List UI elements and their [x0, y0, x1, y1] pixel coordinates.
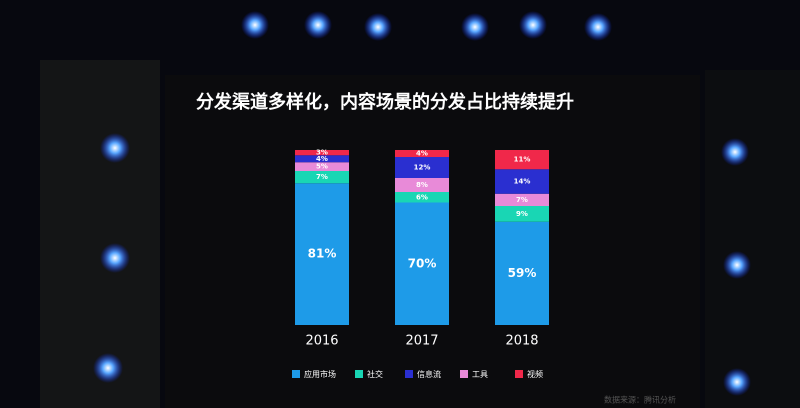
light: [100, 243, 130, 273]
value-label: 9%: [516, 210, 528, 218]
bar-segment: [295, 183, 349, 325]
value-label: 81%: [308, 247, 337, 261]
legend-label: 视频: [527, 369, 543, 379]
bar-segment: [395, 178, 449, 192]
light: [241, 11, 269, 39]
chart-title: 分发渠道多样化，内容场景的分发占比持续提升: [196, 91, 574, 113]
value-label: 6%: [416, 193, 428, 201]
bar-segment: [295, 150, 349, 156]
light: [304, 11, 332, 39]
value-label: 59%: [508, 266, 537, 280]
light: [93, 353, 123, 383]
bar-segment: [495, 206, 549, 222]
bar-segment: [495, 193, 549, 206]
wall-left: [40, 60, 160, 408]
light: [721, 138, 749, 166]
bar-segment: [395, 150, 449, 157]
legend-label: 信息流: [417, 369, 441, 379]
x-tick-label: 2016: [305, 334, 338, 349]
bar-segment: [495, 169, 549, 194]
light: [100, 133, 130, 163]
x-tick-label: 2018: [505, 334, 538, 349]
x-tick-label: 2017: [405, 334, 438, 349]
lights: [93, 11, 751, 396]
bar-segment: [495, 150, 549, 170]
value-label: 4%: [416, 150, 428, 158]
bar-segment: [395, 192, 449, 203]
light: [584, 13, 612, 41]
value-label: 4%: [316, 155, 328, 163]
light: [364, 13, 392, 41]
source: 数据来源：腾讯分析: [604, 395, 676, 405]
legend-label: 社交: [367, 369, 383, 379]
value-label: 7%: [316, 173, 328, 181]
legend-swatch: [292, 370, 300, 378]
legend-swatch: [355, 370, 363, 378]
light: [723, 368, 751, 396]
value-label: 7%: [516, 196, 528, 204]
bar-segment: [495, 221, 549, 325]
light: [461, 13, 489, 41]
legend-label: 工具: [472, 370, 488, 379]
bar-segment: [395, 202, 449, 325]
value-label: 3%: [316, 149, 328, 157]
light: [519, 11, 547, 39]
value-label: 14%: [514, 178, 531, 186]
bar-segment: [295, 162, 349, 171]
wall-right: [705, 70, 800, 408]
legend-swatch: [405, 370, 413, 378]
legend-swatch: [515, 370, 523, 378]
value-label: 12%: [414, 164, 431, 172]
legend-label: 应用市场: [304, 369, 336, 379]
bar-segment: [295, 171, 349, 184]
bar-segment: [295, 155, 349, 163]
value-label: 8%: [416, 181, 428, 189]
value-label: 5%: [316, 163, 328, 171]
value-label: 70%: [408, 256, 437, 270]
legend-swatch: [460, 370, 468, 378]
light: [723, 251, 751, 279]
bar-segment: [395, 157, 449, 178]
value-label: 11%: [514, 156, 531, 164]
